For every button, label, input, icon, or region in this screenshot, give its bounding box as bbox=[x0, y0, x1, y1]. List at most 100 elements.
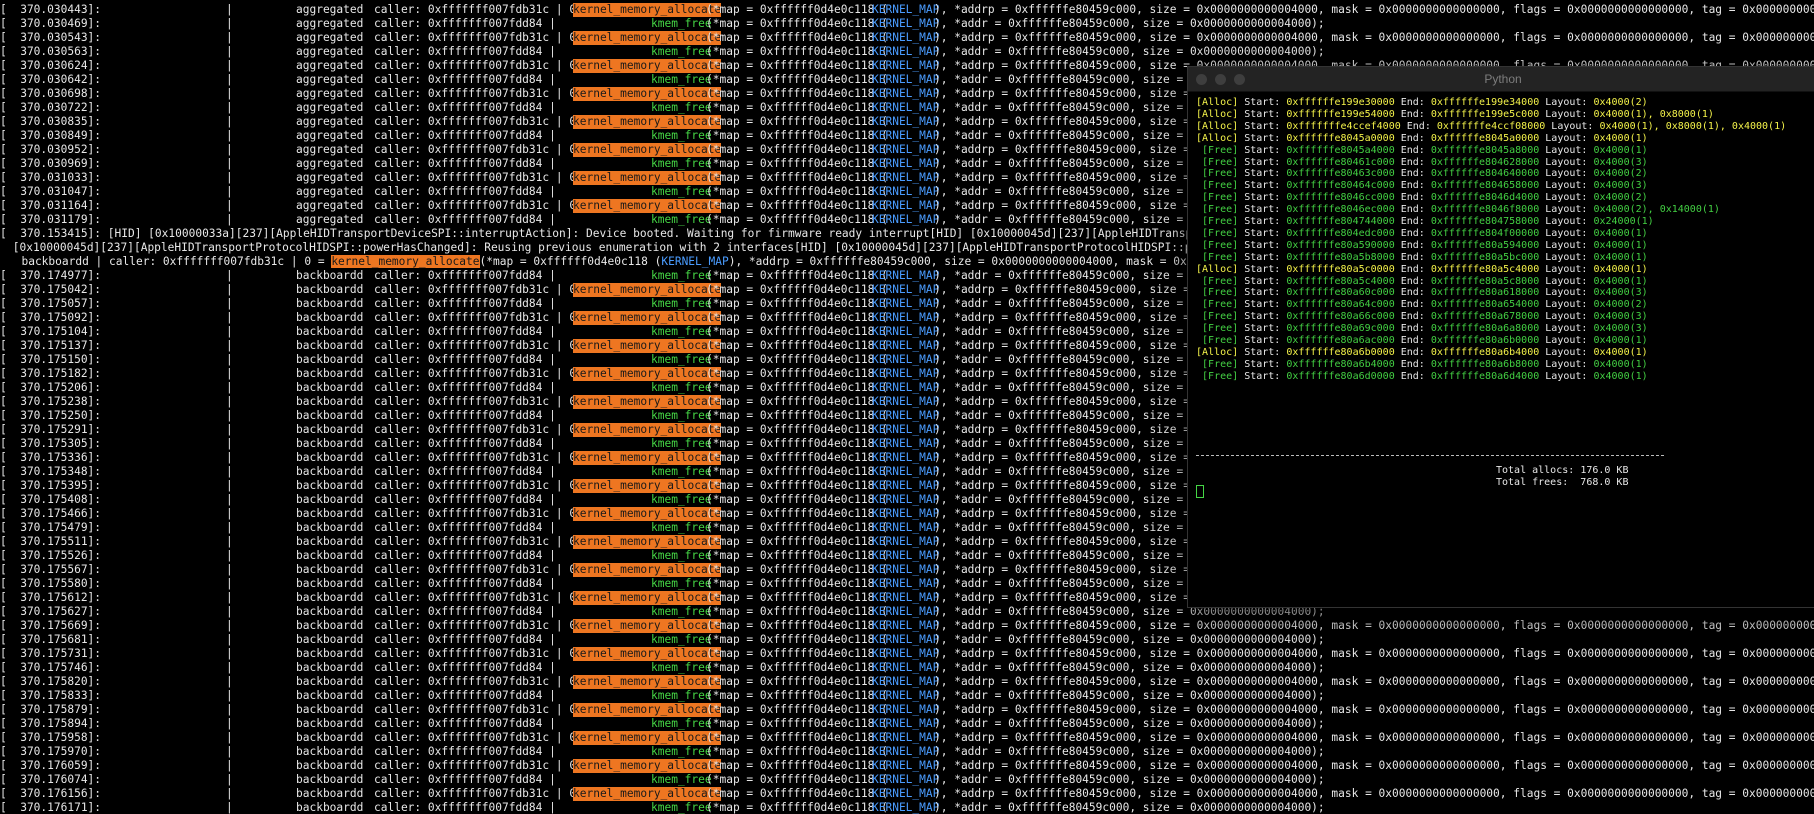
total-frees-value: 768.0 KB bbox=[1580, 477, 1629, 488]
timestamp: [ 370.031179]: bbox=[0, 213, 102, 226]
call-args: (*map = 0xffffff0d4e0c118 ( bbox=[706, 465, 888, 478]
close-icon[interactable] bbox=[1196, 74, 1207, 85]
layout-value: 0x4000(1) bbox=[1593, 251, 1648, 263]
call-args: (*map = 0xffffff0d4e0c118 ( bbox=[706, 171, 888, 184]
call-args: (*map = 0xffffff0d4e0c118 ( bbox=[706, 45, 888, 58]
kernel-memory-allocate-highlight: kernel_memory_allocate bbox=[573, 143, 722, 157]
call-args: (*map = 0xffffff0d4e0c118 ( bbox=[706, 3, 888, 16]
process-name: aggregated bbox=[296, 73, 364, 86]
process-name: backboardd bbox=[296, 745, 364, 758]
log-text: [ 370.153415]: [HID] [0x10000033a][237][… bbox=[0, 227, 1327, 240]
process-name: aggregated bbox=[296, 87, 364, 100]
kmem-free-label: kmem_free bbox=[651, 773, 712, 786]
end-label: End: bbox=[1400, 311, 1425, 323]
kernel-memory-allocate-highlight: kernel_memory_allocate bbox=[573, 339, 722, 353]
allocation-entry: [Free] Start: 0xffffffe8046cc000 End: 0x… bbox=[1196, 192, 1648, 204]
end-label: End: bbox=[1400, 97, 1425, 108]
timestamp: [ 370.031033]: bbox=[0, 171, 102, 184]
caller-info: caller: 0xfffffff007fdb31c | 0 = bbox=[374, 507, 590, 520]
allocation-entry: [Free] Start: 0xffffffe80a5b8000 End: 0x… bbox=[1196, 252, 1648, 264]
caller-info: caller: 0xfffffff007fdd84 | bbox=[374, 17, 556, 30]
timestamp: [ 370.175238]: bbox=[0, 395, 102, 408]
allocation-entry: [Free] Start: 0xffffffe80a60c000 End: 0x… bbox=[1196, 287, 1648, 299]
kernel-map-label: KERNEL_MAP bbox=[872, 745, 940, 758]
caller-info: caller: 0xfffffff007fdb31c | 0 = bbox=[374, 479, 590, 492]
kernel-map-label: KERNEL_MAP bbox=[872, 703, 940, 716]
caller-info: caller: 0xfffffff007fdd84 | bbox=[374, 689, 556, 702]
free-tag: [Free] bbox=[1202, 216, 1239, 227]
start-label: Start: bbox=[1244, 168, 1281, 180]
layout-label: Layout: bbox=[1551, 120, 1594, 132]
end-address: 0xffffffe199e34000 bbox=[1430, 97, 1540, 108]
call-args-tail: ), *addr = 0xffffffe80459c000, size = 0x… bbox=[934, 689, 1325, 702]
timestamp: [ 370.175057]: bbox=[0, 297, 102, 310]
pipe-separator: | bbox=[226, 451, 233, 464]
kernel-map-label: KERNEL_MAP bbox=[872, 577, 940, 590]
end-label: End: bbox=[1400, 192, 1425, 204]
call-args-tail: ), *addr = 0xffffffe80459c000, size = 0x… bbox=[934, 745, 1325, 758]
timestamp: [ 370.175820]: bbox=[0, 675, 102, 688]
free-tag: [Free] bbox=[1202, 358, 1239, 370]
free-tag: [Free] bbox=[1202, 251, 1239, 263]
kernel-map-label: KERNEL_MAP bbox=[872, 325, 940, 338]
end-label: End: bbox=[1400, 216, 1425, 227]
start-address: 0xffffffe80a6b4000 bbox=[1286, 358, 1395, 370]
start-label: Start: bbox=[1244, 108, 1281, 120]
call-args: (*map = 0xffffff0d4e0c118 ( bbox=[706, 773, 888, 786]
layout-label: Layout: bbox=[1545, 251, 1588, 263]
kernel-map-label: KERNEL_MAP bbox=[872, 661, 940, 674]
timestamp: [ 370.175042]: bbox=[0, 283, 102, 296]
start-label: Start: bbox=[1244, 287, 1281, 299]
caller-info: caller: 0xfffffff007fdd84 | bbox=[374, 269, 556, 282]
kernel-map-label: KERNEL_MAP bbox=[872, 185, 940, 198]
process-name: backboardd bbox=[296, 437, 364, 450]
window-titlebar[interactable]: Python bbox=[1188, 67, 1814, 92]
kernel-map-label: KERNEL_MAP bbox=[872, 339, 940, 352]
start-address: 0xffffffe8045a0000 bbox=[1286, 132, 1395, 144]
alloc-tag: [Alloc] bbox=[1196, 346, 1239, 358]
caller-info: caller: 0xfffffff007fdd84 | bbox=[374, 633, 556, 646]
layout-label: Layout: bbox=[1545, 299, 1588, 311]
text-cursor[interactable] bbox=[1196, 485, 1204, 498]
end-address: 0xffffffe80a6d4000 bbox=[1430, 370, 1540, 382]
caller-info: caller: 0xfffffff007fdd84 | bbox=[374, 381, 556, 394]
log-line: [ 370.175820]: | backboardd caller: 0xfffff… bbox=[0, 675, 1814, 689]
call-args: (*map = 0xffffff0d4e0c118 ( bbox=[706, 101, 888, 114]
pipe-separator: | bbox=[226, 283, 233, 296]
call-args-tail: ), *addrp = 0xffffffe80459c000, size = 0… bbox=[934, 647, 1814, 660]
free-tag: [Free] bbox=[1202, 239, 1239, 251]
end-address: 0xffffffe80a5c4000 bbox=[1430, 263, 1540, 275]
kernel-map-label: KERNEL_MAP bbox=[872, 395, 940, 408]
pipe-separator: | bbox=[226, 633, 233, 646]
timestamp: [ 370.175627]: bbox=[0, 605, 102, 618]
process-name: backboardd bbox=[296, 367, 364, 380]
minimize-icon[interactable] bbox=[1215, 74, 1226, 85]
caller-info: caller: 0xfffffff007fdb31c | 0 = bbox=[374, 703, 590, 716]
pipe-separator: | bbox=[226, 381, 233, 394]
log-line: [ 370.176156]: | backboardd caller: 0xfffff… bbox=[0, 787, 1814, 801]
process-name: backboardd bbox=[296, 297, 364, 310]
process-name: aggregated bbox=[296, 59, 364, 72]
kernel-memory-allocate-highlight: kernel_memory_allocate bbox=[573, 199, 722, 213]
kernel-map-label: KERNEL_MAP bbox=[872, 787, 940, 800]
start-label: Start: bbox=[1244, 311, 1281, 323]
call-args: (*map = 0xffffff0d4e0c118 ( bbox=[706, 367, 888, 380]
kernel-memory-allocate-highlight: kernel_memory_allocate bbox=[573, 59, 722, 73]
free-tag: [Free] bbox=[1202, 227, 1239, 239]
pipe-separator: | bbox=[226, 661, 233, 674]
kernel-map-label: KERNEL_MAP bbox=[872, 367, 940, 380]
caller-info: caller: 0xfffffff007fdb31c | 0 = bbox=[374, 283, 590, 296]
pipe-separator: | bbox=[226, 493, 233, 506]
python-window[interactable]: Python [Alloc] Start: 0xffffffe199e30000… bbox=[1187, 66, 1814, 608]
end-label: End: bbox=[1400, 132, 1425, 144]
kernel-memory-allocate-highlight: kernel_memory_allocate bbox=[331, 255, 480, 268]
layout-value: 0x4000(1), 0x8000(1) bbox=[1593, 108, 1714, 120]
window-title: Python bbox=[1484, 72, 1522, 86]
timestamp: [ 370.175970]: bbox=[0, 745, 102, 758]
call-args: (*map = 0xffffff0d4e0c118 ( bbox=[706, 759, 888, 772]
zoom-icon[interactable] bbox=[1234, 74, 1245, 85]
layout-value: 0x4000(3) bbox=[1593, 156, 1648, 168]
timestamp: [ 370.175250]: bbox=[0, 409, 102, 422]
alloc-tag: [Alloc] bbox=[1196, 132, 1239, 144]
end-label: End: bbox=[1400, 370, 1425, 382]
